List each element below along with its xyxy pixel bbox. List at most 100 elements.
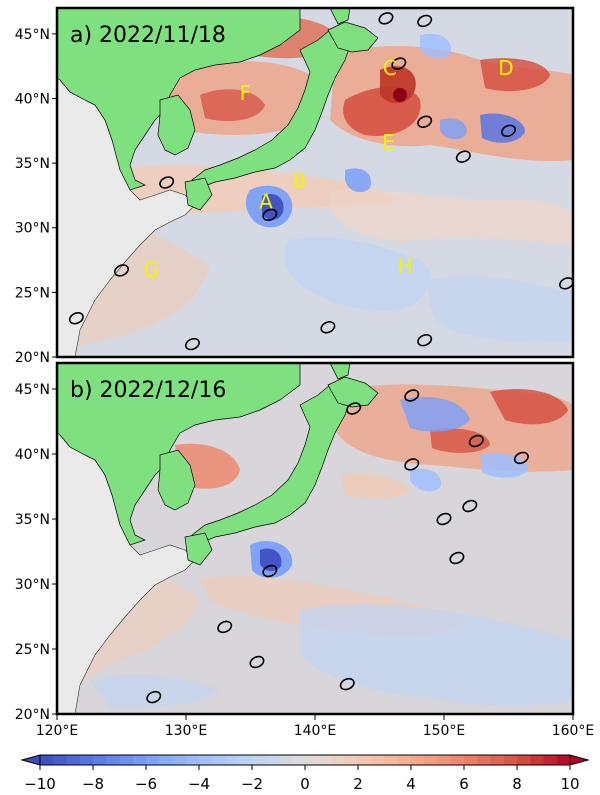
panel-a-land-korea: [157, 94, 196, 156]
panel-a-annotations: AB C D E F G H: [143, 56, 513, 282]
colorbar-cell: [556, 755, 571, 765]
annotation-label: G: [143, 258, 159, 282]
colorbar-cell: [464, 755, 478, 765]
y-tick-label: 30°N: [15, 577, 50, 593]
panel-a-label-bg: [66, 16, 262, 50]
y-tick-label: 25°N: [15, 285, 50, 301]
panel-b-label-bg: [66, 371, 262, 405]
colorbar-cell: [517, 755, 531, 765]
colorbar-cell: [397, 755, 412, 765]
x-tick-label: 150°E: [423, 723, 466, 739]
colorbar-cell: [305, 755, 319, 765]
colorbar-tick-label: 10: [560, 775, 579, 793]
x-tick-label: 160°E: [552, 723, 595, 739]
colorbar-cell: [278, 755, 293, 765]
colorbar-cell: [411, 755, 425, 765]
y-tick-label: 20°N: [15, 707, 50, 723]
colorbar-tick-label: 0: [300, 775, 310, 793]
y-tick-label: 35°N: [15, 512, 50, 528]
y-tick-label: 35°N: [15, 156, 50, 172]
y-tick-label: 40°N: [15, 91, 50, 107]
colorbar-cell: [199, 755, 213, 765]
panel-a-land-sakhalin: [329, 8, 351, 25]
colorbar-cell: [119, 755, 134, 765]
panel-a-land-hokkaido: [327, 21, 379, 53]
y-tick-label: 30°N: [15, 221, 50, 237]
colorbar-cell: [93, 755, 107, 765]
eddy-marker: [249, 655, 265, 669]
colorbar-cell: [252, 755, 266, 765]
colorbar-tick-label: 6: [459, 775, 469, 793]
colorbar-cell: [265, 755, 279, 765]
colorbar-tick-label: −4: [188, 775, 210, 793]
annotation-label: B: [293, 169, 307, 193]
eddy-marker: [146, 690, 162, 704]
annotation-label: D: [498, 56, 513, 80]
eddy-marker: [184, 337, 200, 351]
y-tick-label: 25°N: [15, 642, 50, 658]
y-tick-label: 45°N: [15, 382, 50, 398]
colorbar-tick-label: −6: [135, 775, 157, 793]
annotation-label: E: [382, 130, 395, 154]
annotation-label: F: [240, 81, 252, 105]
eddy-marker: [262, 208, 278, 222]
colorbar-cells: [40, 755, 571, 765]
eddy-marker: [417, 14, 433, 28]
panel-a-frame: [55, 6, 575, 359]
eddy-marker: [320, 321, 336, 334]
colorbar-cell: [318, 755, 332, 765]
panel-b-y-axis: 20°N 25°N 30°N 35°N 40°N 45°N: [15, 382, 57, 723]
eddy-marker: [468, 434, 484, 448]
colorbar-cell: [503, 755, 518, 765]
colorbar-cell: [530, 755, 544, 765]
colorbar-cell: [543, 755, 558, 765]
colorbar-ticks: −10 −8 −6 −4 −2 0 2 4 6 8 10: [24, 765, 580, 793]
colorbar-cell: [437, 755, 452, 765]
y-tick-label: 40°N: [15, 447, 50, 463]
eddy-marker: [217, 620, 233, 634]
colorbar-cell: [40, 755, 54, 765]
colorbar-cell: [477, 755, 491, 765]
eddy-marker: [449, 551, 465, 565]
colorbar-cell: [225, 755, 240, 765]
panel-a: AB C D E F G H a) 2022/11/18: [55, 6, 575, 359]
eddy-marker: [501, 124, 516, 138]
colorbar-cell: [384, 755, 399, 765]
colorbar-tick-label: 2: [353, 775, 363, 793]
eddy-marker: [391, 57, 407, 70]
colorbar-cell: [185, 755, 200, 765]
panel-b-land-kyushu: [184, 532, 213, 566]
panel-b-land-sakhalin: [329, 363, 351, 380]
colorbar-cell: [291, 755, 306, 765]
colorbar-cell: [371, 755, 385, 765]
panel-b-label: b) 2022/12/16: [70, 378, 226, 403]
colorbar-cell: [132, 755, 147, 765]
eddy-marker: [513, 451, 529, 465]
eddy-marker: [339, 677, 355, 691]
x-axis: 120°E 130°E 140°E 150°E 160°E: [36, 714, 595, 739]
colorbar-cell: [172, 755, 187, 765]
panel-a-eddies: [68, 12, 573, 351]
colorbar-cell: [344, 755, 359, 765]
panel-b-land-hokkaido: [327, 376, 379, 408]
colorbar-cell: [424, 755, 438, 765]
annotation-label: C: [383, 56, 397, 80]
x-tick-label: 120°E: [36, 723, 79, 739]
eddy-marker: [462, 499, 478, 513]
colorbar-cell: [238, 755, 253, 765]
panel-a-y-axis: 20°N 25°N 30°N 35°N 40°N 45°N: [15, 27, 57, 366]
eddy-marker: [378, 12, 394, 25]
colorbar-cell: [146, 755, 160, 765]
eddy-marker: [159, 176, 175, 189]
colorbar-tick-label: 4: [406, 775, 416, 793]
colorbar-right-arrow: [569, 754, 590, 766]
colorbar-cell: [450, 755, 465, 765]
colorbar-cell: [79, 755, 94, 765]
panel-a-land-asia: [57, 8, 301, 191]
annotation-label: A: [259, 189, 273, 213]
colorbar-cell: [159, 755, 173, 765]
eddy-marker: [346, 402, 362, 415]
colorbar-cell: [490, 755, 505, 765]
colorbar-cell: [66, 755, 81, 765]
